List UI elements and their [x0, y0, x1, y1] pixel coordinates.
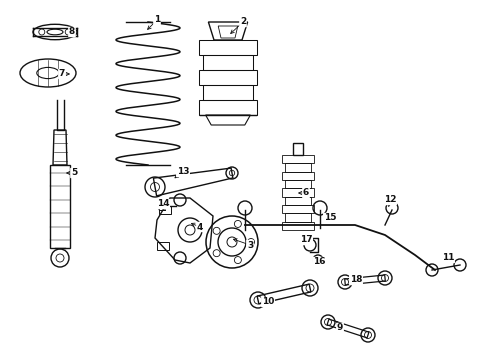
Text: 18: 18 — [350, 275, 362, 284]
Text: 4: 4 — [197, 222, 203, 231]
Text: 7: 7 — [59, 69, 65, 78]
Text: 10: 10 — [262, 297, 274, 306]
Text: 6: 6 — [303, 189, 309, 198]
Text: 13: 13 — [177, 167, 189, 176]
Text: 15: 15 — [324, 213, 336, 222]
Text: 17: 17 — [300, 235, 312, 244]
Text: 3: 3 — [247, 240, 253, 249]
Text: 2: 2 — [240, 18, 246, 27]
Text: 11: 11 — [442, 253, 454, 262]
Text: 1: 1 — [154, 15, 160, 24]
Text: 9: 9 — [337, 324, 343, 333]
Text: 14: 14 — [157, 199, 170, 208]
Text: 16: 16 — [313, 257, 325, 266]
Text: 8: 8 — [69, 27, 75, 36]
Text: 12: 12 — [384, 195, 396, 204]
Text: 5: 5 — [71, 168, 77, 177]
